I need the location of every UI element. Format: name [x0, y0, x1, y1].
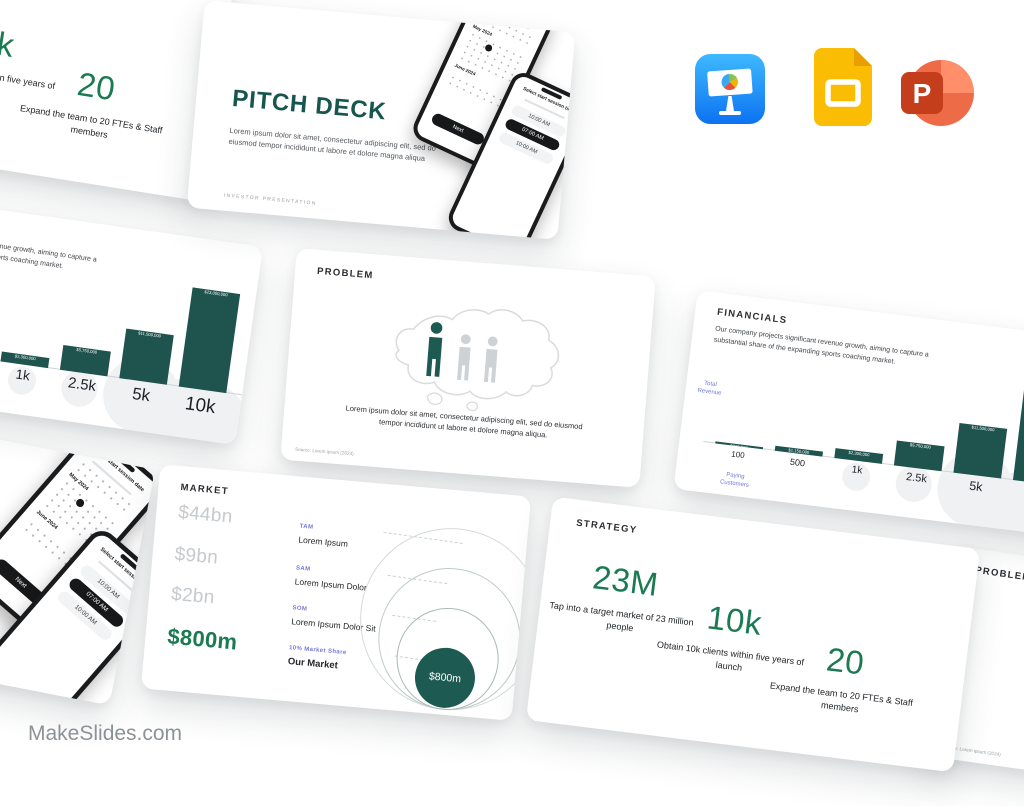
pitch-deck-footer: INVESTOR PRESENTATION — [223, 192, 317, 206]
slide-card-financials[interactable]: FINANCIALS Our company projects signific… — [673, 290, 1024, 540]
market-value: $800m — [166, 623, 239, 655]
bar-5k: $11,500,000 — [119, 328, 174, 385]
market-tag: SAM — [295, 565, 311, 573]
market-row-sam: $9bn SAM Lorem Ipsum Dolor — [173, 543, 367, 593]
slide-title: MARKET — [180, 482, 230, 498]
category-label: 500 — [789, 456, 806, 469]
slide-card-strategy[interactable]: STRATEGY 23M Tap into a target market of… — [525, 496, 981, 773]
slide-title: PROBLEM — [974, 564, 1024, 584]
slide-title: PROBLEM — [316, 265, 374, 282]
google-slides-icon[interactable] — [814, 48, 872, 131]
selected-day-dot — [74, 497, 86, 509]
site-watermark: MakeSlides.com — [28, 722, 183, 745]
bar-1k: $2,300,000 — [834, 448, 884, 464]
phone-date-header: Select start session date — [486, 0, 540, 25]
selected-day-dot — [483, 43, 494, 53]
strategy-stat: 20 Expand the team to 20 FTEs & Staff me… — [9, 55, 178, 150]
person-icon — [457, 334, 471, 381]
financials-description: Our company projects significant revenue… — [0, 227, 98, 270]
x-axis-label: Paying Customers — [719, 472, 750, 489]
phone-notch — [505, 0, 528, 11]
market-value: $2bn — [170, 583, 216, 609]
calendar-grid — [446, 72, 506, 110]
market-row-tam: $44bn TAM Lorem Ipsum — [177, 501, 348, 549]
bar-2.5k: $5,750,000 — [59, 344, 111, 377]
slide-card-market[interactable]: MARKET $44bn TAM Lorem Ipsum $9bn SAM Lo… — [140, 464, 532, 721]
bar-10k: $23,000,000 — [1012, 380, 1024, 486]
market-tag: 10% Market Share — [288, 645, 347, 657]
y-axis-label: Total Revenue — [697, 380, 722, 397]
next-button: Next — [430, 111, 486, 147]
strategy-stat: 20 Expand the team to 20 FTEs & Staff me… — [760, 633, 927, 723]
map-outline — [395, 309, 560, 412]
slide-card-app-screens-cropped[interactable]: Select start session date May 2024 June … — [0, 410, 156, 706]
slide-title: STRATEGY — [575, 517, 638, 537]
market-tag: SOM — [292, 605, 308, 613]
powerpoint-icon[interactable]: P — [899, 55, 975, 136]
bar-5k: $11,500,000 — [953, 423, 1008, 479]
slide-title: FINANCIALS — [716, 306, 788, 327]
market-tag: TAM — [299, 523, 314, 531]
pitch-deck-title: PITCH DECK — [231, 85, 388, 126]
market-row-som: $2bn SOM Lorem Ipsum Dolor Sit — [170, 583, 376, 634]
slide-card-problem[interactable]: PROBLEM Lorem ipsum dolor sit amet, cons… — [280, 248, 656, 488]
powerpoint-letter: P — [913, 78, 932, 109]
market-row-our-market: $800m 10% Market Share Our Market — [166, 623, 346, 672]
person-icon-highlighted — [426, 322, 443, 377]
keynote-icon[interactable] — [695, 54, 765, 129]
source-note: Source: Lorem ipsum (2024) — [294, 446, 354, 457]
slide-card-pitch-deck[interactable]: PITCH DECK Lorem ipsum dolor sit amet, c… — [186, 0, 576, 240]
market-value: $9bn — [173, 543, 219, 569]
person-icon — [483, 336, 498, 383]
bar-10k: $23,000,000 — [178, 287, 241, 394]
financials-description: Our company projects significant revenue… — [713, 325, 930, 366]
bar-2.5k: $5,750,000 — [893, 440, 945, 472]
market-value: $44bn — [177, 501, 234, 528]
slide-card-financials-cropped[interactable]: FINANCIALS Our company projects signific… — [0, 191, 263, 445]
